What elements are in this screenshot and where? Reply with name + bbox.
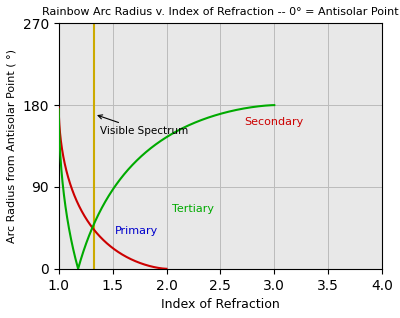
X-axis label: Index of Refraction: Index of Refraction [161,298,280,311]
Text: Primary: Primary [115,226,158,236]
Text: Visible Spectrum: Visible Spectrum [98,115,188,136]
Title: Rainbow Arc Radius v. Index of Refraction -- 0° = Antisolar Point: Rainbow Arc Radius v. Index of Refractio… [42,7,399,17]
Y-axis label: Arc Radius from Antisolar Point ( °): Arc Radius from Antisolar Point ( °) [7,49,17,243]
Text: Tertiary: Tertiary [172,204,214,214]
Text: Secondary: Secondary [244,117,303,127]
